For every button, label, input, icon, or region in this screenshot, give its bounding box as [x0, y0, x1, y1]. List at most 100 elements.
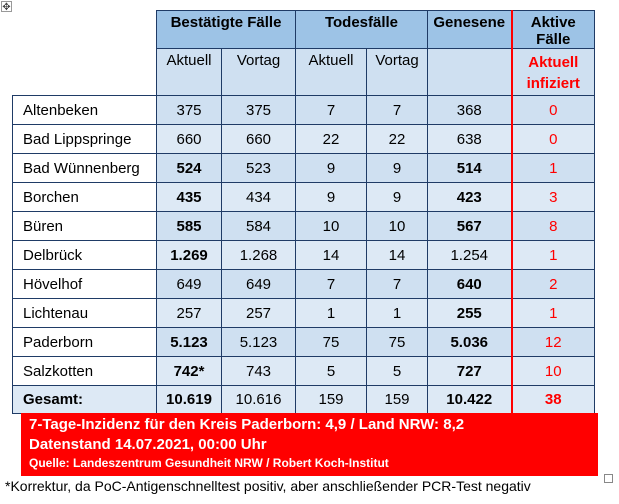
confirmed-current-cell: 524	[156, 153, 222, 183]
confirmed-previous-cell: 257	[221, 298, 296, 328]
deaths-previous-cell: 10	[366, 211, 428, 241]
confirmed-current-cell: 1.269	[156, 240, 222, 270]
table-row: Hövelhof 649 649 7 7 640 2	[12, 269, 595, 299]
total-recovered-cell: 10.422	[427, 385, 512, 414]
municipality-name: Borchen	[12, 182, 157, 212]
table-row: Bad Lippspringe 660 660 22 22 638 0	[12, 124, 595, 154]
subheader-recovered-blank	[427, 48, 512, 96]
confirmed-previous-cell: 660	[221, 124, 296, 154]
deaths-previous-cell: 75	[366, 327, 428, 357]
incidence-text: 7-Tage-Inzidenz für den Kreis Paderborn:…	[29, 416, 465, 433]
active-cases-cell: 0	[510, 124, 595, 154]
recovered-cell: 567	[427, 211, 512, 241]
table-corner-blank	[13, 49, 157, 96]
subheader-active-line2: infiziert	[526, 75, 580, 92]
deaths-current-cell: 7	[295, 269, 367, 299]
source-text: Quelle: Landeszentrum Gesundheit NRW / R…	[29, 456, 389, 470]
municipality-name: Hövelhof	[12, 269, 157, 299]
subheader-confirmed-previous: Vortag	[221, 48, 296, 96]
confirmed-current-cell: 5.123	[156, 327, 222, 357]
data-status-text: Datenstand 14.07.2021, 00:00 Uhr	[29, 436, 267, 453]
confirmed-previous-cell: 743	[221, 356, 296, 386]
deaths-current-cell: 75	[295, 327, 367, 357]
active-cases-cell: 1	[510, 153, 595, 183]
recovered-cell: 640	[427, 269, 512, 299]
recovered-cell: 5.036	[427, 327, 512, 357]
municipality-name: Bad Wünnenberg	[12, 153, 157, 183]
table-row: Lichtenau 257 257 1 1 255 1	[12, 298, 595, 328]
paragraph-end-mark	[604, 474, 613, 483]
recovered-cell: 514	[427, 153, 512, 183]
header-active-cases: Aktive Fälle	[510, 10, 595, 49]
confirmed-current-cell: 649	[156, 269, 222, 299]
active-cases-cell: 1	[510, 240, 595, 270]
deaths-current-cell: 14	[295, 240, 367, 270]
subheader-deaths-previous: Vortag	[366, 48, 428, 96]
total-label: Gesamt:	[12, 385, 157, 414]
confirmed-current-cell: 585	[156, 211, 222, 241]
confirmed-current-cell: 742*	[156, 356, 222, 386]
subheader-active-line1: Aktuell	[528, 54, 579, 71]
total-deaths-cell: 159	[295, 385, 367, 414]
deaths-previous-cell: 1	[366, 298, 428, 328]
deaths-previous-cell: 7	[366, 269, 428, 299]
confirmed-previous-cell: 434	[221, 182, 296, 212]
deaths-current-cell: 7	[295, 95, 367, 125]
active-cases-cell: 1	[510, 298, 595, 328]
recovered-cell: 638	[427, 124, 512, 154]
table-row: Salzkotten 742* 743 5 5 727 10	[12, 356, 595, 386]
municipality-name: Salzkotten	[12, 356, 157, 386]
municipality-name: Lichtenau	[12, 298, 157, 328]
active-cases-cell: 0	[510, 95, 595, 125]
confirmed-current-cell: 257	[156, 298, 222, 328]
confirmed-previous-cell: 649	[221, 269, 296, 299]
deaths-current-cell: 10	[295, 211, 367, 241]
total-confirmed-cell: 10.619	[156, 385, 222, 414]
subheader-confirmed-current: Aktuell	[156, 48, 222, 96]
recovered-cell: 255	[427, 298, 512, 328]
confirmed-previous-cell: 584	[221, 211, 296, 241]
municipality-name: Büren	[12, 211, 157, 241]
table-row: Paderborn 5.123 5.123 75 75 5.036 12	[12, 327, 595, 357]
covid-statistics-table: Bestätigte Fälle Todesfälle Genesene Akt…	[12, 10, 595, 414]
total-active-cell: 38	[510, 385, 595, 414]
table-row: Delbrück 1.269 1.268 14 14 1.254 1	[12, 240, 595, 270]
header-confirmed-cases: Bestätigte Fälle	[156, 10, 296, 49]
subheader-deaths-current: Aktuell	[295, 48, 367, 96]
recovered-cell: 1.254	[427, 240, 512, 270]
recovered-cell: 368	[427, 95, 512, 125]
deaths-previous-cell: 9	[366, 153, 428, 183]
municipality-name: Delbrück	[12, 240, 157, 270]
deaths-current-cell: 1	[295, 298, 367, 328]
deaths-previous-cell: 7	[366, 95, 428, 125]
recovered-cell: 423	[427, 182, 512, 212]
header-deaths: Todesfälle	[295, 10, 428, 49]
deaths-previous-cell: 5	[366, 356, 428, 386]
header-recovered: Genesene	[427, 10, 512, 49]
deaths-current-cell: 22	[295, 124, 367, 154]
incidence-banner: 7-Tage-Inzidenz für den Kreis Paderborn:…	[21, 413, 598, 476]
subheader-active-infected: Aktuell infiziert	[510, 48, 595, 96]
confirmed-previous-cell: 375	[221, 95, 296, 125]
table-row: Altenbeken 375 375 7 7 368 0	[12, 95, 595, 125]
deaths-current-cell: 9	[295, 182, 367, 212]
table-row: Bad Wünnenberg 524 523 9 9 514 1	[12, 153, 595, 183]
confirmed-previous-cell: 523	[221, 153, 296, 183]
deaths-previous-cell: 14	[366, 240, 428, 270]
deaths-current-cell: 5	[295, 356, 367, 386]
confirmed-current-cell: 660	[156, 124, 222, 154]
table-row: Büren 585 584 10 10 567 8	[12, 211, 595, 241]
confirmed-current-cell: 435	[156, 182, 222, 212]
table-corner-blank	[13, 11, 157, 49]
deaths-current-cell: 9	[295, 153, 367, 183]
confirmed-current-cell: 375	[156, 95, 222, 125]
active-cases-cell: 2	[510, 269, 595, 299]
total-row: Gesamt: 10.619 10.616 159 159 10.422 38	[12, 385, 595, 414]
table-move-handle-icon[interactable]: ✥	[1, 1, 12, 13]
total-deaths-previous-cell: 159	[366, 385, 428, 414]
active-cases-cell: 8	[510, 211, 595, 241]
table-row: Borchen 435 434 9 9 423 3	[12, 182, 595, 212]
active-cases-cell: 10	[510, 356, 595, 386]
confirmed-previous-cell: 5.123	[221, 327, 296, 357]
municipality-name: Bad Lippspringe	[12, 124, 157, 154]
